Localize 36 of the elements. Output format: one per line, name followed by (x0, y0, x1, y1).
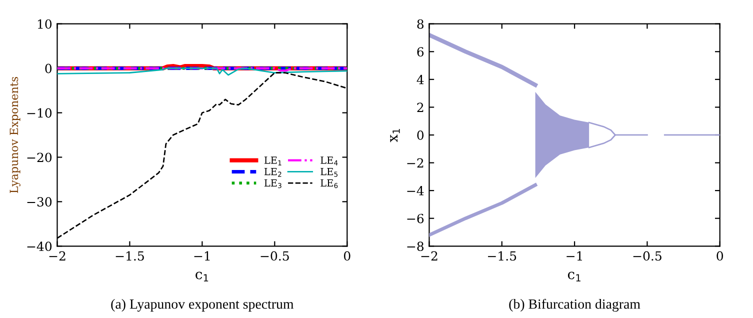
legend-label: LE$_{3}$ (264, 179, 282, 188)
y-tick-label: 6 (417, 47, 424, 57)
x-tick-label: −0.5 (260, 251, 289, 261)
x-tick-label: −2 (49, 251, 66, 260)
x-axis-title: c$_{1}$ (568, 272, 580, 282)
y-tick-label: −10 (27, 108, 52, 118)
legend-label: LE$_{6}$ (320, 179, 338, 188)
x-tick-label: 0 (344, 251, 350, 261)
text: (b) Bifurcation diagram (509, 298, 640, 312)
x-tick-label: −1 (566, 251, 582, 260)
y-tick-label: −30 (27, 197, 52, 207)
y-axis-title: Lyapunov Exponents (10, 76, 20, 193)
y-tick-label: −2 (407, 158, 424, 168)
y-tick-label: 4 (416, 74, 424, 84)
x-tick-label: −1.5 (116, 251, 144, 261)
y-tick-label: −4 (407, 186, 424, 196)
legend-label: LE$_{1}$ (264, 156, 282, 166)
y-axis-title: x$_{1}$ (390, 129, 400, 142)
x-tick-label: 0 (716, 251, 724, 261)
x-tick-label: −1.5 (488, 251, 516, 261)
text: (a) Lyapunov exponent spectrum (111, 299, 294, 312)
y-tick-label: −40 (27, 242, 52, 252)
x-tick-label: −0.5 (633, 251, 662, 261)
legend-label: LE$_{5}$ (320, 168, 338, 177)
x-axis-title: c$_{1}$ (196, 272, 208, 282)
legend-label: LE$_{4}$ (320, 156, 338, 166)
y-tick-label: 0 (45, 64, 52, 74)
y-tick-label: −8 (407, 242, 424, 252)
y-tick-label: 10 (38, 19, 52, 29)
y-tick-label: 8 (417, 19, 424, 29)
x-tick-label: −1 (194, 251, 210, 260)
y-tick-label: 2 (417, 102, 424, 112)
y-tick-label: 0 (417, 130, 424, 140)
y-tick-label: −20 (27, 152, 52, 162)
y-tick-label: −6 (407, 214, 424, 224)
legend-label: LE$_{2}$ (264, 168, 282, 177)
